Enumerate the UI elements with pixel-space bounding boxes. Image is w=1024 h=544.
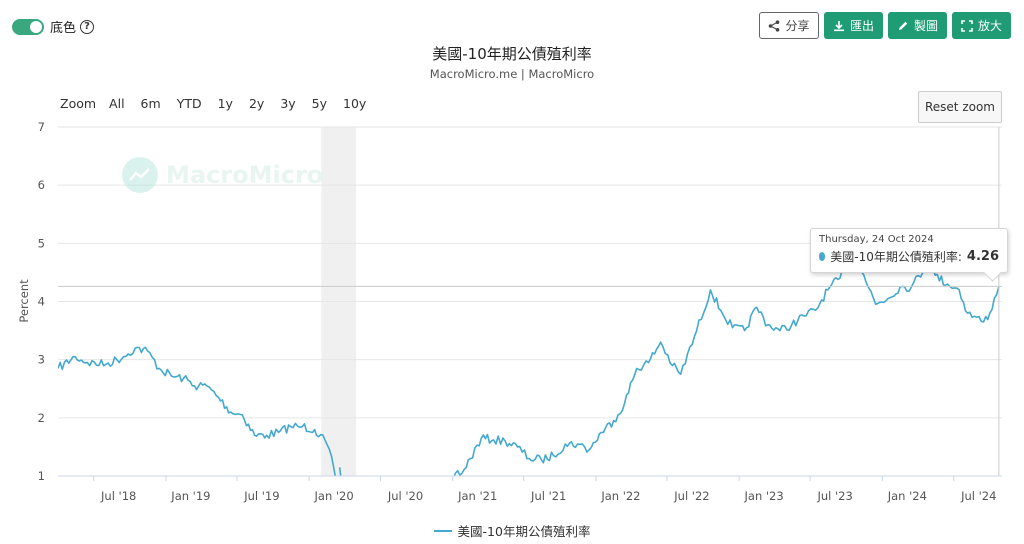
y-tick-label: 5 bbox=[38, 236, 45, 250]
tooltip-value: 4.26 bbox=[966, 249, 999, 264]
tooltip-date: Thursday, 24 Oct 2024 bbox=[819, 234, 934, 245]
tooltip-series-marker bbox=[819, 252, 826, 261]
y-tick-label: 7 bbox=[38, 120, 45, 134]
x-tick-label: Jul '21 bbox=[530, 489, 566, 503]
watermark-text: MacroMicro bbox=[166, 161, 324, 189]
zoom-label: Zoom bbox=[60, 96, 97, 111]
x-tick-label: Jul '22 bbox=[673, 489, 709, 503]
export-button-label: 匯出 bbox=[849, 19, 874, 33]
tooltip: Thursday, 24 Oct 2024 美國-10年期公債殖利率: 4.26 bbox=[810, 228, 1008, 273]
background-toggle-group: 底色 ? bbox=[12, 17, 95, 36]
x-tick-label: Jan '21 bbox=[457, 489, 497, 503]
y-tick-label: 3 bbox=[38, 353, 45, 367]
help-icon[interactable]: ? bbox=[80, 19, 95, 34]
zoom-option-2y[interactable]: 2y bbox=[248, 96, 265, 111]
zoom-option-3y[interactable]: 3y bbox=[280, 96, 296, 111]
pencil-icon bbox=[898, 21, 908, 30]
share-button[interactable]: 分享 bbox=[759, 12, 819, 39]
background-toggle-label: 底色 bbox=[50, 21, 77, 36]
zoom-option-1y[interactable]: 1y bbox=[217, 96, 233, 111]
zoom-range-selector: Zoom All 6m YTD 1y 2y 3y 5y 10y bbox=[60, 96, 382, 111]
share-icon bbox=[769, 19, 780, 32]
zoom-option-all[interactable]: All bbox=[109, 96, 125, 111]
zoom-option-6m[interactable]: 6m bbox=[140, 96, 161, 111]
y-tick-label: 2 bbox=[38, 411, 45, 425]
x-tick-label: Jan '19 bbox=[170, 489, 210, 503]
zoom-option-ytd[interactable]: YTD bbox=[176, 96, 202, 111]
tooltip-row: 美國-10年期公債殖利率: 4.26 bbox=[819, 248, 999, 265]
expand-button-label: 放大 bbox=[977, 19, 1002, 33]
watermark-logo-icon bbox=[122, 157, 158, 193]
series-line bbox=[58, 346, 337, 476]
x-tick-label: Jul '23 bbox=[816, 489, 852, 503]
tooltip-series-name: 美國-10年期公債殖利率: bbox=[830, 250, 962, 264]
expand-button[interactable]: 放大 bbox=[952, 12, 1011, 39]
x-tick-label: Jan '20 bbox=[314, 489, 354, 503]
x-tick-label: Jan '24 bbox=[887, 489, 927, 503]
x-tick-label: Jan '22 bbox=[600, 489, 640, 503]
expand-icon bbox=[961, 19, 973, 32]
legend[interactable]: 美國-10年期公債殖利率 bbox=[0, 521, 1024, 540]
y-axis-title: Percent bbox=[17, 279, 31, 323]
x-tick-label: Jul '19 bbox=[243, 489, 279, 503]
y-tick-label: 6 bbox=[38, 178, 45, 192]
download-icon bbox=[833, 20, 844, 31]
chart-title: 美國-10年期公債殖利率 bbox=[432, 45, 592, 63]
zoom-option-5y[interactable]: 5y bbox=[311, 96, 328, 111]
zoom-option-10y[interactable]: 10y bbox=[343, 96, 367, 111]
watermark: MacroMicro bbox=[122, 157, 323, 193]
export-button[interactable]: 匯出 bbox=[824, 12, 883, 39]
y-tick-label: 4 bbox=[38, 295, 45, 309]
share-button-label: 分享 bbox=[785, 19, 810, 33]
series-line bbox=[453, 245, 1000, 476]
y-tick-label: 1 bbox=[38, 469, 45, 483]
background-toggle-switch[interactable] bbox=[12, 18, 44, 35]
series-line bbox=[338, 467, 342, 476]
legend-series-marker bbox=[433, 529, 452, 532]
toolbar: 分享 匯出 製圖 放大 bbox=[759, 12, 1011, 39]
x-tick-label: Jul '24 bbox=[960, 489, 996, 503]
make-chart-button[interactable]: 製圖 bbox=[888, 12, 947, 39]
reset-zoom-button[interactable]: Reset zoom bbox=[918, 91, 1002, 123]
x-tick-label: Jul '18 bbox=[100, 489, 136, 503]
x-tick-label: Jul '20 bbox=[387, 489, 423, 503]
legend-series-label: 美國-10年期公債殖利率 bbox=[457, 524, 591, 539]
chart-subtitle: MacroMicro.me | MacroMicro bbox=[429, 67, 595, 81]
x-tick-label: Jan '23 bbox=[744, 489, 784, 503]
make-chart-button-label: 製圖 bbox=[913, 19, 938, 33]
